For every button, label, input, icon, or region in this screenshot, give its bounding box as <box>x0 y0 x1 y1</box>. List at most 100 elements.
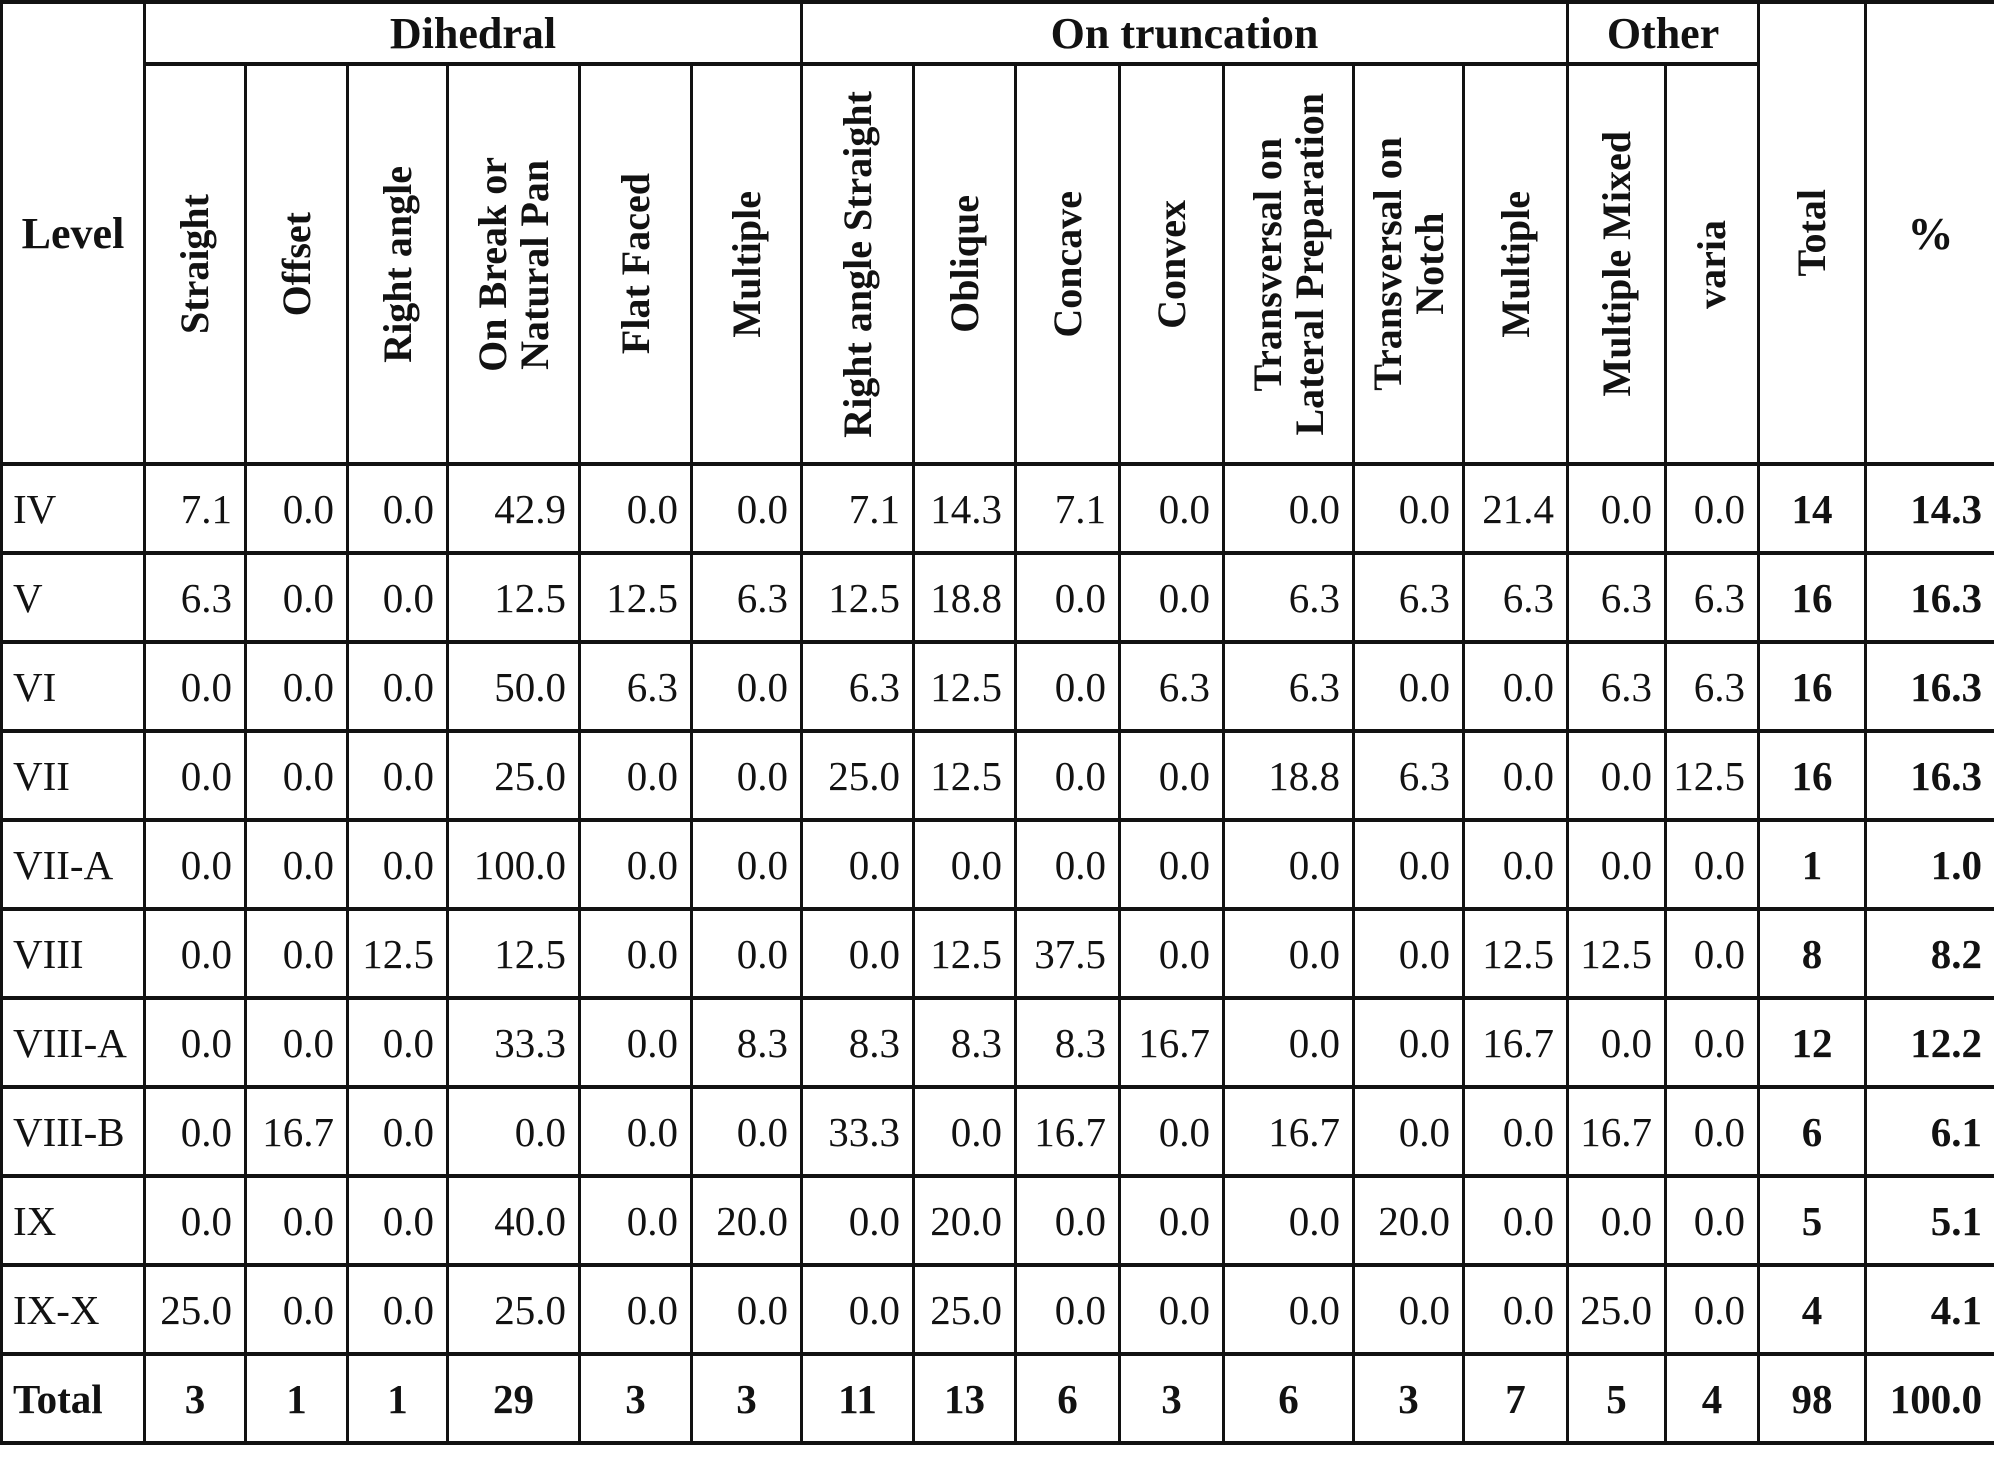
value-cell: 6.3 <box>689 551 804 644</box>
value-cell: 0.0 <box>1462 1263 1570 1356</box>
level-cell: IX <box>0 1174 146 1267</box>
level-cell: IV <box>0 462 146 555</box>
value-cell: 18.8 <box>1222 729 1356 822</box>
column-header-multiple-truncation: Multiple <box>1462 62 1570 466</box>
value-cell: 100.0 <box>446 818 581 911</box>
table-row: IV 7.1 0.0 0.0 42.9 0.0 0.0 7.1 14.3 7.1 0.0 0.0 0.0… <box>0 462 1994 555</box>
value-cell: 0.0 <box>1118 907 1226 1000</box>
value-cell: 0.0 <box>1222 1174 1356 1267</box>
value-cell: 0.0 <box>244 1263 349 1356</box>
value-cell: 0.0 <box>1352 996 1466 1089</box>
value-cell: 14.3 <box>912 462 1018 555</box>
value-cell: 8.3 <box>800 996 916 1089</box>
value-cell: 0.0 <box>1118 818 1226 911</box>
column-header-label: Offset <box>273 211 319 317</box>
value-cell: 6.3 <box>1664 551 1761 644</box>
value-cell: 21.4 <box>1462 462 1570 555</box>
value-cell: 25.0 <box>446 1263 581 1356</box>
count-cell: 1 <box>244 1352 349 1445</box>
total-cell: 16 <box>1757 551 1868 644</box>
column-header-transversal-on-notch: Transversal on Notch <box>1352 62 1466 466</box>
value-cell: 0.0 <box>1118 462 1226 555</box>
value-cell: 0.0 <box>1222 462 1356 555</box>
column-header-label: Concave <box>1044 190 1090 338</box>
count-cell: 3 <box>578 1352 693 1445</box>
value-cell: 0.0 <box>1222 1263 1356 1356</box>
value-cell: 6.3 <box>1222 640 1356 733</box>
value-cell: 0.0 <box>1352 1085 1466 1178</box>
totals-row: Total 3 1 1 29 3 3 11 13 6 3 6 3 7 5 4 98 100.0 <box>0 1352 1994 1445</box>
value-cell: 25.0 <box>800 729 916 822</box>
value-cell: 0.0 <box>346 818 449 911</box>
value-cell: 16.7 <box>1222 1085 1356 1178</box>
value-cell: 6.3 <box>143 551 247 644</box>
value-cell: 0.0 <box>1118 1263 1226 1356</box>
value-cell: 6.3 <box>1462 551 1570 644</box>
total-cell: 12 <box>1757 996 1868 1089</box>
value-cell: 25.0 <box>1566 1263 1668 1356</box>
column-header-label: Convex <box>1148 199 1194 329</box>
total-cell: 1 <box>1757 818 1868 911</box>
value-cell: 12.5 <box>1566 907 1668 1000</box>
column-header-oblique: Oblique <box>912 62 1018 466</box>
value-cell: 16.7 <box>1462 996 1570 1089</box>
value-cell: 0.0 <box>1664 1085 1761 1178</box>
value-cell: 0.0 <box>689 907 804 1000</box>
value-cell: 6.3 <box>1566 551 1668 644</box>
table-row: VII-A 0.0 0.0 0.0 100.0 0.0 0.0 0.0 0.0 0.0 0.0 0.0… <box>0 818 1994 911</box>
total-cell: 16 <box>1757 729 1868 822</box>
column-header-label: Multiple Mixed <box>1593 131 1639 397</box>
total-cell: 5 <box>1757 1174 1868 1267</box>
column-header-straight: Straight <box>143 62 247 466</box>
value-cell: 12.5 <box>446 551 581 644</box>
table-row: IX 0.0 0.0 0.0 40.0 0.0 20.0 0.0 20.0 0.0 0.0 0.0 20… <box>0 1174 1994 1267</box>
value-cell: 0.0 <box>143 1174 247 1267</box>
value-cell: 0.0 <box>1566 996 1668 1089</box>
percent-cell: 16.3 <box>1864 640 1994 733</box>
count-cell: 11 <box>800 1352 916 1445</box>
value-cell: 0.0 <box>689 1085 804 1178</box>
value-cell: 0.0 <box>1118 729 1226 822</box>
value-cell: 0.0 <box>244 729 349 822</box>
value-cell: 50.0 <box>446 640 581 733</box>
value-cell: 6.3 <box>800 640 916 733</box>
value-cell: 6.3 <box>1222 551 1356 644</box>
value-cell: 0.0 <box>800 1263 916 1356</box>
value-cell: 0.0 <box>1664 818 1761 911</box>
value-cell: 0.0 <box>143 996 247 1089</box>
value-cell: 0.0 <box>244 818 349 911</box>
total-cell: 98 <box>1757 1352 1868 1445</box>
total-cell: 6 <box>1757 1085 1868 1178</box>
value-cell: 0.0 <box>346 729 449 822</box>
value-cell: 0.0 <box>244 1174 349 1267</box>
level-cell: VI <box>0 640 146 733</box>
total-cell: 4 <box>1757 1263 1868 1356</box>
total-cell: 16 <box>1757 640 1868 733</box>
level-cell: VIII <box>0 907 146 1000</box>
value-cell: 0.0 <box>689 640 804 733</box>
value-cell: 7.1 <box>800 462 916 555</box>
value-cell: 12.5 <box>912 640 1018 733</box>
percent-cell: 5.1 <box>1864 1174 1994 1267</box>
percent-cell: 16.3 <box>1864 729 1994 822</box>
value-cell: 0.0 <box>1664 907 1761 1000</box>
percent-cell: 12.2 <box>1864 996 1994 1089</box>
value-cell: 0.0 <box>578 1263 693 1356</box>
value-cell: 0.0 <box>1462 729 1570 822</box>
value-cell: 0.0 <box>1014 1174 1122 1267</box>
value-cell: 12.5 <box>446 907 581 1000</box>
value-cell: 18.8 <box>912 551 1018 644</box>
level-cell: IX-X <box>0 1263 146 1356</box>
value-cell: 0.0 <box>1014 551 1122 644</box>
value-cell: 0.0 <box>1118 1085 1226 1178</box>
group-header-dihedral: Dihedral <box>142 0 804 66</box>
value-cell: 0.0 <box>689 462 804 555</box>
column-header-label: Right angle <box>374 165 420 363</box>
value-cell: 12.5 <box>578 551 693 644</box>
level-cell: V <box>0 551 146 644</box>
value-cell: 25.0 <box>912 1263 1018 1356</box>
column-header-label: Transversal on Lateral Preparation <box>1244 92 1332 436</box>
value-cell: 6.3 <box>1118 640 1226 733</box>
column-header-label: Transversal on Notch <box>1364 137 1452 391</box>
